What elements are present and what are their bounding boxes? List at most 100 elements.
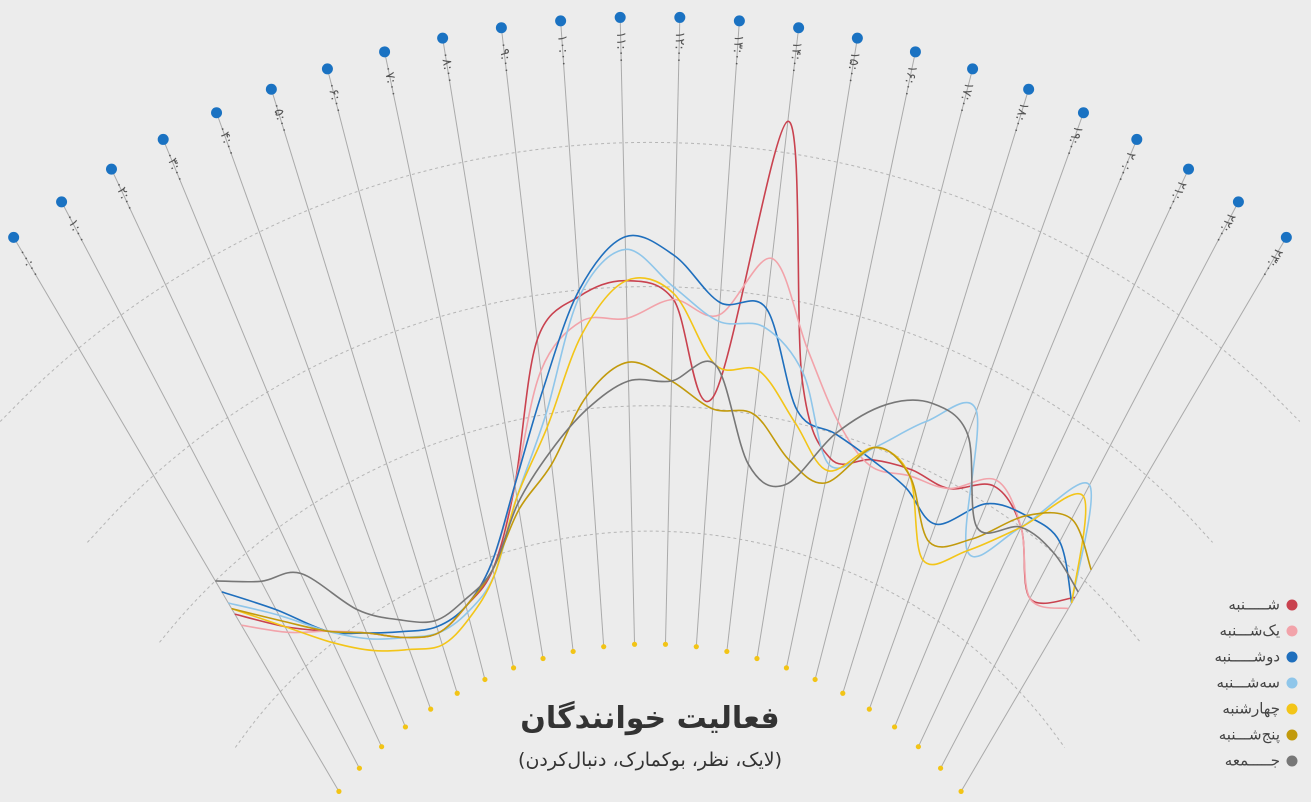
spoke-inner-dot bbox=[631, 641, 638, 647]
x-tick-label: ۲۱:۰۰ bbox=[1162, 179, 1189, 215]
x-tick-label: ۱۹:۰۰ bbox=[1061, 123, 1086, 158]
x-tick-label: ۰۰:۰۰ bbox=[14, 246, 43, 281]
spoke bbox=[270, 89, 458, 694]
spoke-inner-dot bbox=[915, 744, 921, 750]
x-tick-label: ۱۳:۰۰ bbox=[729, 34, 746, 67]
series-line bbox=[231, 361, 1092, 639]
spoke-inner-dot bbox=[662, 641, 669, 647]
x-tick-label: ۱۴:۰۰ bbox=[786, 41, 805, 75]
spoke-outer-dot bbox=[265, 83, 277, 95]
grid-line bbox=[234, 530, 1066, 748]
chart-subtitle: (لایک، نظر، بوکمارک، دنبال‌کردن) bbox=[518, 749, 782, 771]
legend-swatch bbox=[1286, 599, 1298, 611]
spoke bbox=[162, 139, 406, 728]
x-tick-label: ۰۲:۰۰ bbox=[111, 179, 138, 215]
series-line bbox=[215, 360, 1079, 624]
spoke-inner-dot bbox=[336, 788, 342, 794]
spoke bbox=[726, 27, 800, 652]
spoke-inner-dot bbox=[570, 648, 576, 655]
x-tick-label: ۱۵:۰۰ bbox=[842, 51, 862, 85]
spoke bbox=[894, 139, 1138, 728]
spoke bbox=[664, 17, 681, 645]
x-tick-label: ۰۹:۰۰ bbox=[496, 41, 515, 75]
x-tick-label: ۱۷:۰۰ bbox=[954, 81, 977, 116]
legend-label: شـــــنبه bbox=[1228, 596, 1280, 614]
spoke-outer-dot bbox=[1183, 163, 1195, 175]
spoke-inner-dot bbox=[754, 655, 760, 662]
spoke-outer-dot bbox=[105, 163, 117, 175]
x-tick-label: ۱۸:۰۰ bbox=[1008, 100, 1032, 135]
spoke-outer-dot bbox=[211, 107, 223, 119]
x-tick-label: ۲۰:۰۰ bbox=[1112, 150, 1138, 186]
legend-swatch bbox=[1286, 729, 1298, 741]
spoke-outer-dot bbox=[851, 32, 863, 44]
spoke-outer-dot bbox=[1023, 83, 1035, 95]
x-tick-label: ۰۸:۰۰ bbox=[437, 51, 457, 85]
spoke-inner-dot bbox=[356, 765, 363, 771]
spoke-outer-dot bbox=[614, 11, 626, 23]
spoke-outer-dot bbox=[1077, 107, 1089, 119]
legend-label: پنج‌شـــنبه bbox=[1219, 726, 1280, 745]
spoke-outer-dot bbox=[967, 63, 979, 75]
spoke-inner-dot bbox=[891, 724, 898, 730]
legend-swatch bbox=[1286, 677, 1298, 689]
grid-line bbox=[87, 286, 1213, 543]
spoke-outer-dot bbox=[379, 46, 391, 58]
spoke-inner-dot bbox=[866, 706, 872, 712]
spoke bbox=[814, 68, 974, 680]
x-tick-label: ۲۳:۰۰ bbox=[1256, 246, 1285, 281]
spoke bbox=[917, 168, 1189, 747]
spoke-outer-dot bbox=[495, 22, 507, 34]
spoke-outer-dot bbox=[1232, 196, 1244, 208]
spoke-inner-dot bbox=[540, 655, 546, 662]
spoke-outer-dot bbox=[1131, 133, 1143, 145]
spoke-inner-dot bbox=[482, 676, 488, 683]
spoke-outer-dot bbox=[733, 15, 745, 27]
x-tick-label: ۲۲:۰۰ bbox=[1210, 211, 1238, 247]
spoke bbox=[842, 89, 1030, 694]
spoke-outer-dot bbox=[56, 196, 68, 208]
spoke-outer-dot bbox=[793, 22, 805, 34]
spoke-inner-dot bbox=[601, 644, 607, 650]
x-tick-label: ۰۱:۰۰ bbox=[61, 211, 89, 247]
spoke-inner-dot bbox=[958, 788, 964, 794]
spoke-inner-dot bbox=[510, 665, 517, 671]
spokes bbox=[8, 11, 1292, 794]
spoke bbox=[785, 51, 916, 668]
legend-label: یک‌شـــنبه bbox=[1220, 622, 1280, 640]
grid-line bbox=[0, 141, 1301, 422]
spoke bbox=[384, 51, 515, 668]
spoke-outer-dot bbox=[157, 133, 169, 145]
x-tick-label: ۱۶:۰۰ bbox=[899, 64, 920, 99]
spoke-inner-dot bbox=[402, 724, 409, 730]
spoke bbox=[61, 201, 360, 769]
x-tick-label: ۱۰:۰۰ bbox=[554, 34, 571, 67]
spoke-outer-dot bbox=[1280, 231, 1292, 243]
series-line bbox=[241, 257, 1069, 639]
spoke bbox=[13, 237, 340, 792]
grid-line bbox=[159, 405, 1141, 643]
spoke-outer-dot bbox=[437, 32, 449, 44]
spoke bbox=[442, 38, 544, 659]
spoke-inner-dot bbox=[840, 690, 846, 696]
legend-label: سه‌شـــنبه bbox=[1217, 674, 1280, 692]
grid bbox=[0, 141, 1301, 748]
spoke bbox=[619, 17, 636, 645]
legend-swatch bbox=[1286, 703, 1298, 715]
x-tick-label: ۰۴:۰۰ bbox=[214, 123, 239, 158]
spoke-outer-dot bbox=[674, 11, 686, 23]
spoke-outer-dot bbox=[321, 63, 333, 75]
spoke-inner-dot bbox=[379, 744, 385, 750]
spoke-inner-dot bbox=[724, 648, 730, 655]
legend-swatch bbox=[1286, 651, 1298, 663]
legend-label: چهارشنبه bbox=[1222, 700, 1280, 718]
x-tick-label: ۰۳:۰۰ bbox=[162, 150, 188, 186]
spoke-inner-dot bbox=[937, 765, 944, 771]
spoke bbox=[216, 112, 432, 710]
lines bbox=[215, 120, 1093, 652]
spoke bbox=[960, 237, 1287, 792]
spoke-outer-dot bbox=[555, 15, 567, 27]
spoke-inner-dot bbox=[428, 706, 434, 712]
spoke-inner-dot bbox=[454, 690, 460, 696]
